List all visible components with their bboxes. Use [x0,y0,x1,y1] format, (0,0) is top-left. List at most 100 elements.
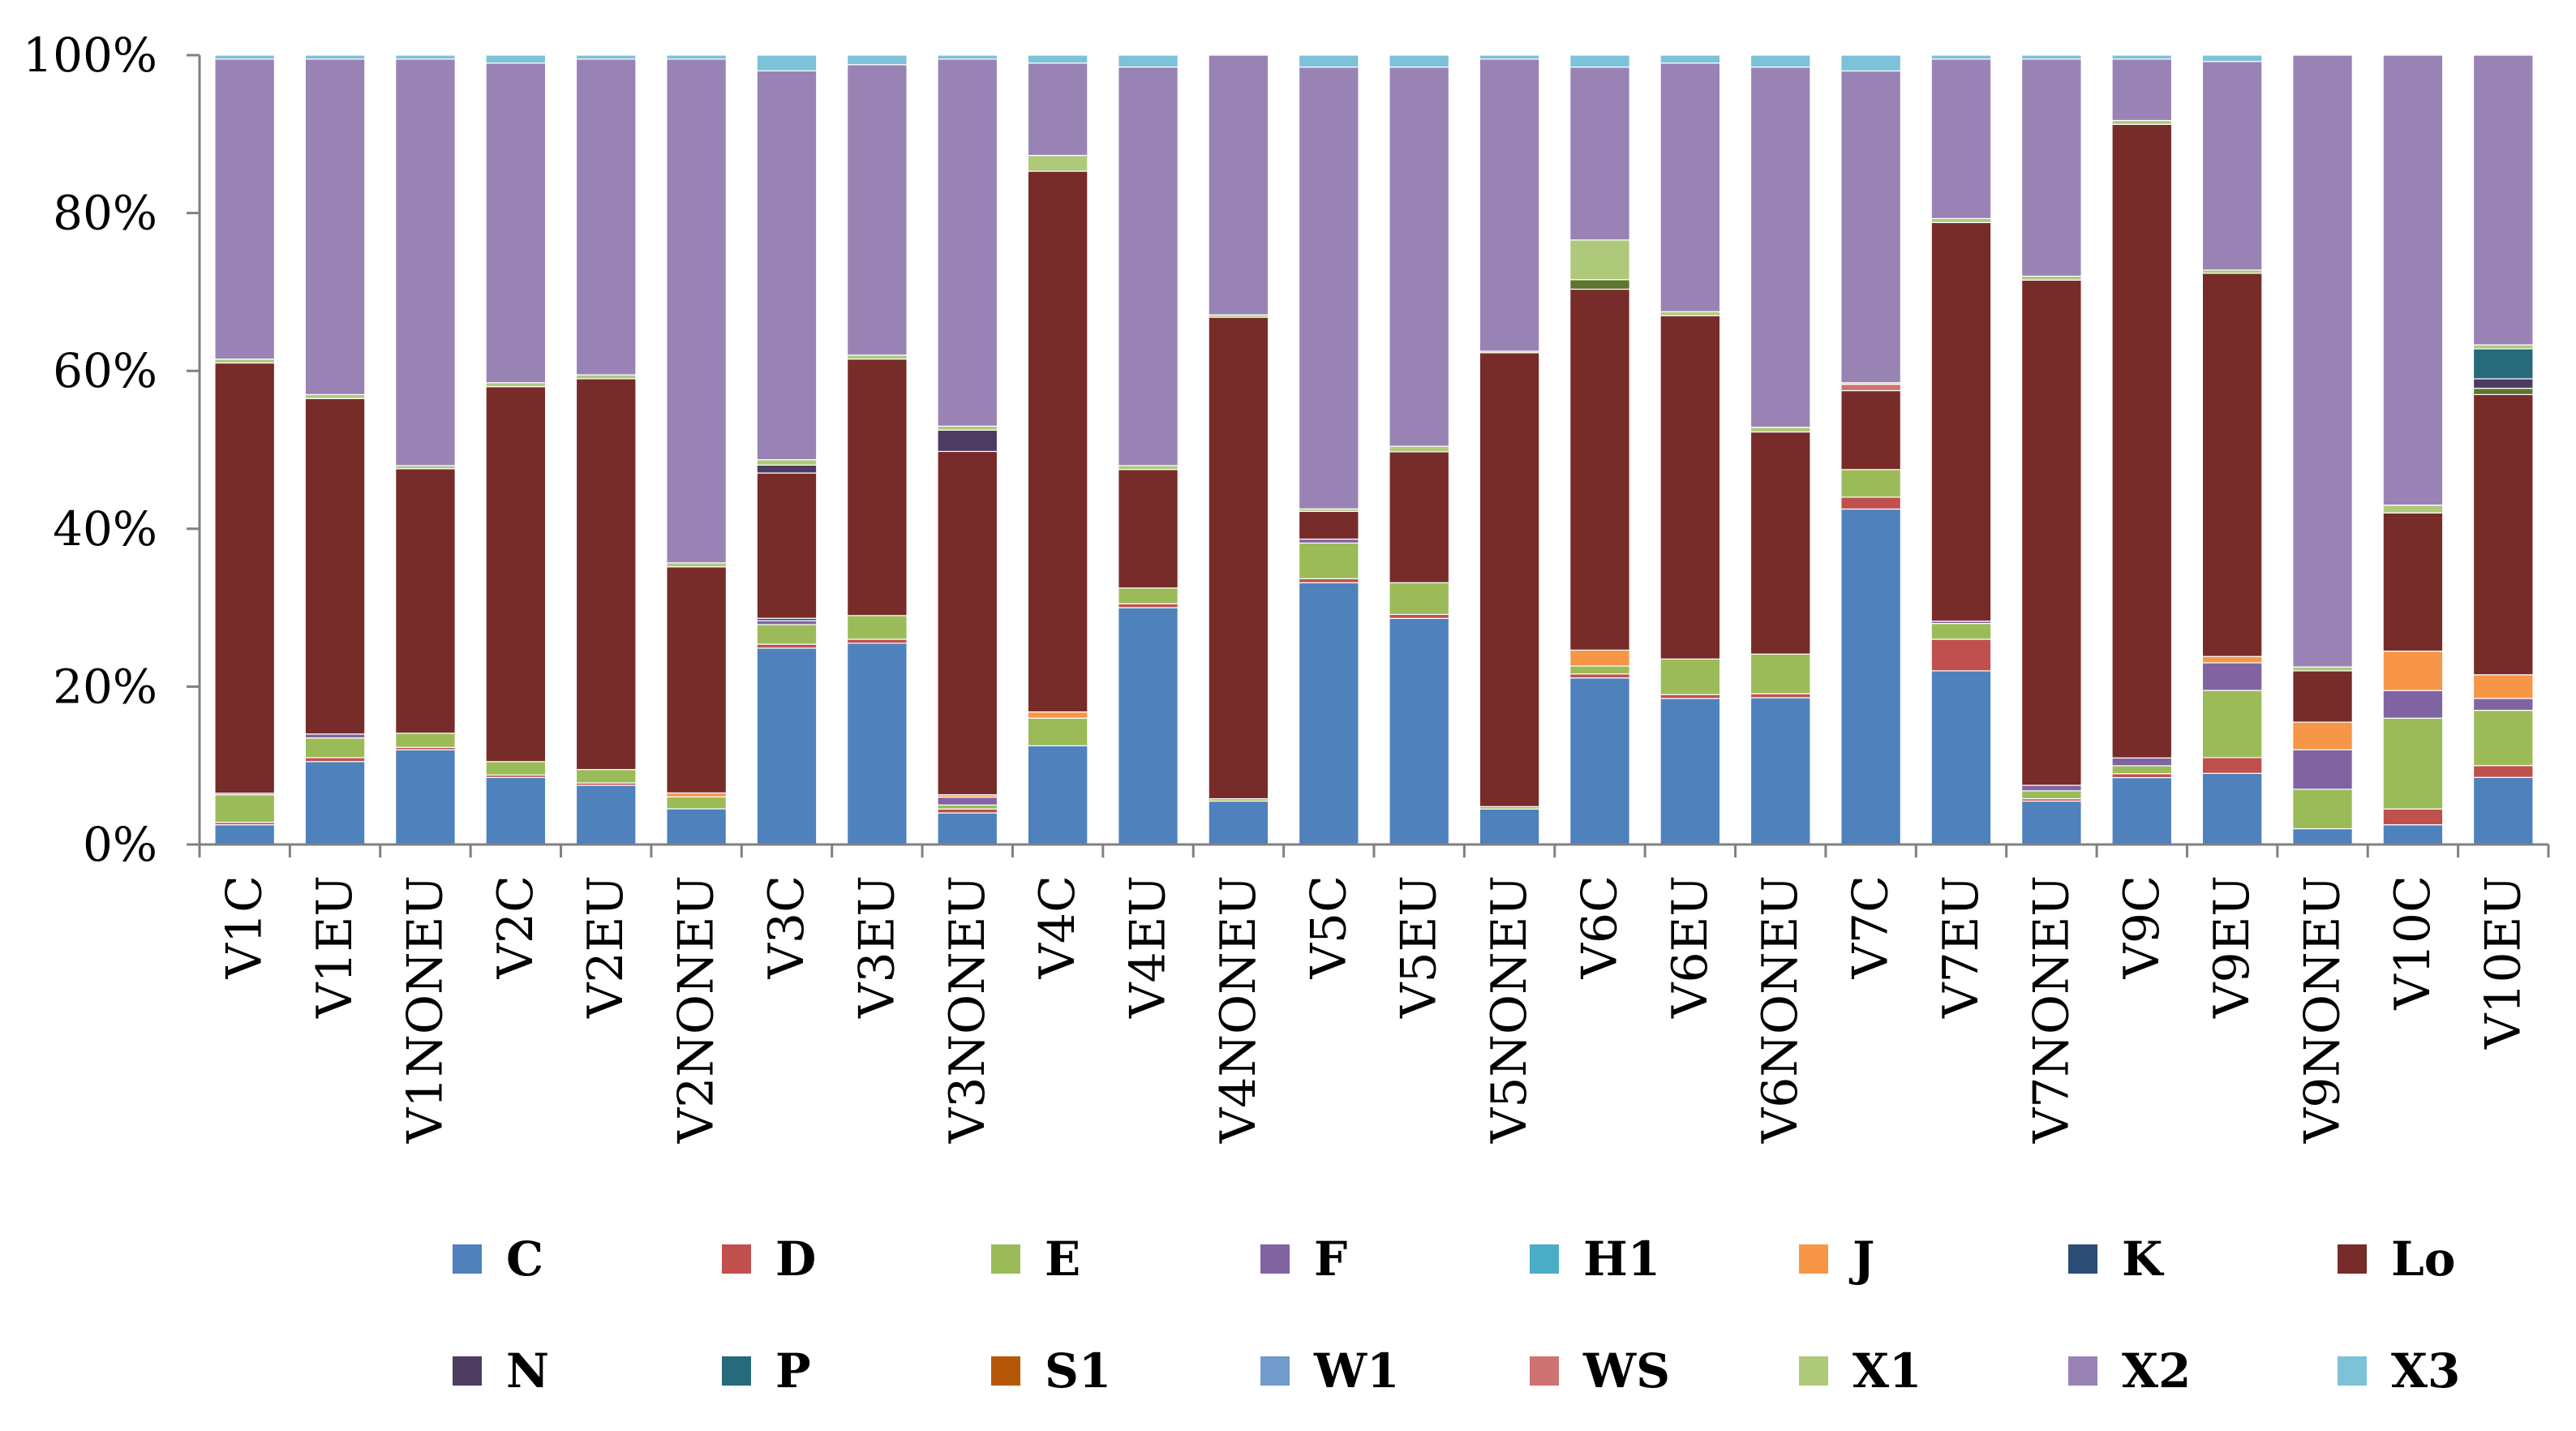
bar-segment-V6C-X1 [1569,239,1630,281]
bar-segment-V3NONEU-E [937,804,998,810]
bar-segment-V1EU-Lo [304,398,366,735]
bar-segment-V10C-Lo [2382,512,2444,652]
bar-segment-V6C-X3 [1569,54,1630,68]
legend-label-C: C [506,1231,543,1287]
bar-segment-V3C-Lo [756,472,818,619]
bar-segment-V9EU-D [2201,757,2263,774]
x-tick-label-V3NONEU: V3NONEU [939,875,996,1144]
legend-swatch-N [453,1356,482,1386]
bar-segment-V9EU-J [2201,655,2263,664]
bar-segment-V4NONEU-Lo [1208,316,1269,800]
bar-segment-V5EU-X3 [1389,54,1450,68]
bar-segment-V3C-C [756,647,818,845]
x-tick-label-V10C: V10C [2385,875,2441,1011]
bar-segment-V6NONEU-E [1750,653,1811,694]
bar-segment-V2C-Lo [485,386,547,763]
bar-segment-V2EU-C [575,784,637,845]
bar-segment-V9EU-E [2201,690,2263,758]
y-tick-label: 60% [53,343,157,398]
bar-segment-V4EU-X1 [1118,465,1179,471]
x-tick-label-V1NONEU: V1NONEU [397,875,453,1144]
x-tick-label-V2NONEU: V2NONEU [668,875,725,1144]
bar-segment-V6EU-D [1659,694,1721,699]
bar-segment-V9C-D [2111,773,2173,779]
x-tick-label-V6NONEU: V6NONEU [1752,875,1809,1144]
axes-layer [187,54,2550,857]
bar-segment-V3EU-C [847,642,908,845]
bar-segment-V10EU-F [2472,698,2534,711]
bar-segment-V7EU-Lo [1930,221,1992,622]
bar-segment-V7C-Lo [1840,389,1901,471]
bar-segment-V7NONEU-X2 [2021,58,2082,277]
bar-segment-V4C-X1 [1027,154,1088,172]
bar-segment-V2EU-E [575,768,637,784]
legend-label-X2: X2 [2122,1343,2191,1399]
bar-segment-V4C-X2 [1027,62,1088,157]
legend-label-W1: W1 [1313,1343,1400,1399]
bar-segment-V3NONEU-D [937,808,998,814]
x-tick-label-V6EU: V6EU [1662,875,1719,1019]
bar-segment-V9C-X2 [2111,58,2173,122]
bar-segment-V9C-F [2111,757,2173,767]
bar-segment-V1NONEU-X3 [395,54,456,60]
x-tick-label-V4NONEU: V4NONEU [1210,875,1267,1144]
legend-swatch-Lo [2338,1244,2367,1274]
bar-segment-V7NONEU-X3 [2021,54,2082,60]
bar-segment-V3C-X3 [756,54,818,71]
legend-swatch-J [1799,1244,1828,1274]
bar-segment-V3NONEU-X3 [937,54,998,60]
bar-segment-V3C-X1 [756,458,818,466]
bar-segment-V1EU-X1 [304,393,366,399]
bar-segment-V10C-C [2382,824,2444,845]
legend-label-P: P [775,1343,811,1399]
x-tick-label-V3C: V3C [758,875,815,979]
legend-label-Lo: Lo [2391,1231,2455,1287]
bar-segment-V10EU-X1 [2472,344,2534,350]
bar-segment-V4EU-X3 [1118,54,1179,68]
bar-segment-V9C-X1 [2111,119,2173,125]
bar-segment-V1EU-X2 [304,58,366,396]
bar-segment-V9C-X3 [2111,54,2173,60]
legend-swatch-S1 [991,1356,1020,1386]
bar-segment-V5C-X2 [1298,67,1359,509]
legend-swatch-H1 [1530,1244,1559,1274]
bar-segment-V2EU-X1 [575,374,637,380]
bar-segment-V5C-D [1298,578,1359,583]
bar-segment-V4EU-E [1118,587,1179,604]
bar-segment-V6NONEU-X3 [1750,54,1811,68]
bar-segment-V9NONEU-X2 [2292,54,2353,668]
bar-segment-V7C-WS [1840,384,1901,392]
legend-label-S1: S1 [1045,1343,1111,1399]
legend-swatch-C [453,1244,482,1274]
bar-segment-V10EU-MP [2472,388,2534,395]
bar-segment-V1NONEU-X2 [395,58,456,466]
x-tick-label-V6C: V6C [1571,875,1628,979]
y-tick-label: 100% [23,28,157,83]
bar-segment-V1C-Lo [214,362,276,794]
bar-segment-V1NONEU-C [395,749,456,845]
bar-segment-V9EU-F [2201,662,2263,691]
x-tick-label-V9C: V9C [2114,875,2170,979]
bar-segment-V5EU-X1 [1389,445,1450,453]
bar-segment-V2EU-X3 [575,54,637,60]
legend-swatch-P [722,1356,751,1386]
bar-segment-V2NONEU-J [666,792,727,797]
x-tick-label-V4EU: V4EU [1120,875,1177,1019]
bar-segment-V1EU-D [304,757,366,763]
legend-swatch-X3 [2338,1356,2367,1386]
bar-segment-V10EU-P [2472,348,2534,380]
legend-swatch-X1 [1799,1356,1828,1386]
bar-segment-V4EU-C [1118,607,1179,845]
legend-swatch-X2 [2068,1356,2097,1386]
bar-segment-V10EU-X2 [2472,54,2534,346]
bar-segment-V10EU-E [2472,709,2534,767]
bar-segment-V4C-J [1027,711,1088,719]
bar-segment-V9EU-Lo [2201,273,2263,657]
bar-segment-V9EU-X3 [2201,54,2263,62]
legend-swatch-D [722,1244,751,1274]
x-tick-label-V7C: V7C [1843,875,1900,979]
bar-segment-V10C-X1 [2382,505,2444,514]
bar-segment-V6C-C [1569,677,1630,845]
bar-segment-V4C-X3 [1027,54,1088,64]
